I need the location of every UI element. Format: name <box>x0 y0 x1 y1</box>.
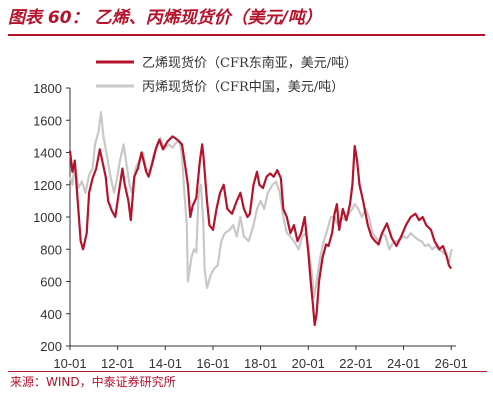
series-ethylene-line <box>68 135 453 327</box>
chart-series-layer <box>68 111 454 327</box>
y-tick-label: 1600 <box>33 113 62 128</box>
x-tick-label: 10-01 <box>53 356 86 370</box>
y-tick-label: 1400 <box>33 146 62 161</box>
x-tick-label: 12-01 <box>101 356 134 370</box>
chart-axes: 200 400 600 800 1000 1200 1400 1600 1800 10-01 12-… <box>33 81 468 370</box>
y-tick-label: 200 <box>40 339 62 354</box>
series-propylene-line <box>68 111 454 299</box>
chart-legend: 乙烯现货价（CFR东南亚，美元/吨） 丙烯现货价（CFR中国，美元/吨） <box>96 55 357 95</box>
chart-title-text: 乙烯、丙烯现货价（美元/吨） <box>94 8 322 28</box>
chart-title: 图表 60： 乙烯、丙烯现货价（美元/吨） <box>8 4 485 36</box>
source-text: 来源：WIND，中泰证券研究所 <box>10 375 176 389</box>
y-tick-label: 1800 <box>33 81 62 96</box>
x-tick-label: 20-01 <box>292 356 325 370</box>
y-tick-label: 600 <box>40 275 62 290</box>
x-tick-label: 24-01 <box>387 356 420 370</box>
x-tick-label: 22-01 <box>339 356 372 370</box>
price-line-chart: 200 400 600 800 1000 1200 1400 1600 1800 10-01 12-… <box>33 55 468 370</box>
chart-title-number: 图表 60： <box>8 8 89 28</box>
source-note: 来源：WIND，中泰证券研究所 <box>8 371 487 392</box>
x-tick-label: 26-01 <box>435 356 468 370</box>
x-tick-label: 18-01 <box>244 356 277 370</box>
x-tick-label: 14-01 <box>149 356 182 370</box>
legend-label-propylene: 丙烯现货价（CFR中国，美元/吨） <box>142 79 344 95</box>
x-tick-label: 16-01 <box>196 356 229 370</box>
y-tick-label: 1200 <box>33 178 62 193</box>
y-tick-label: 400 <box>40 307 62 322</box>
y-tick-label: 1000 <box>33 210 62 225</box>
y-tick-label: 800 <box>40 242 62 257</box>
legend-label-ethylene: 乙烯现货价（CFR东南亚，美元/吨） <box>142 55 357 71</box>
